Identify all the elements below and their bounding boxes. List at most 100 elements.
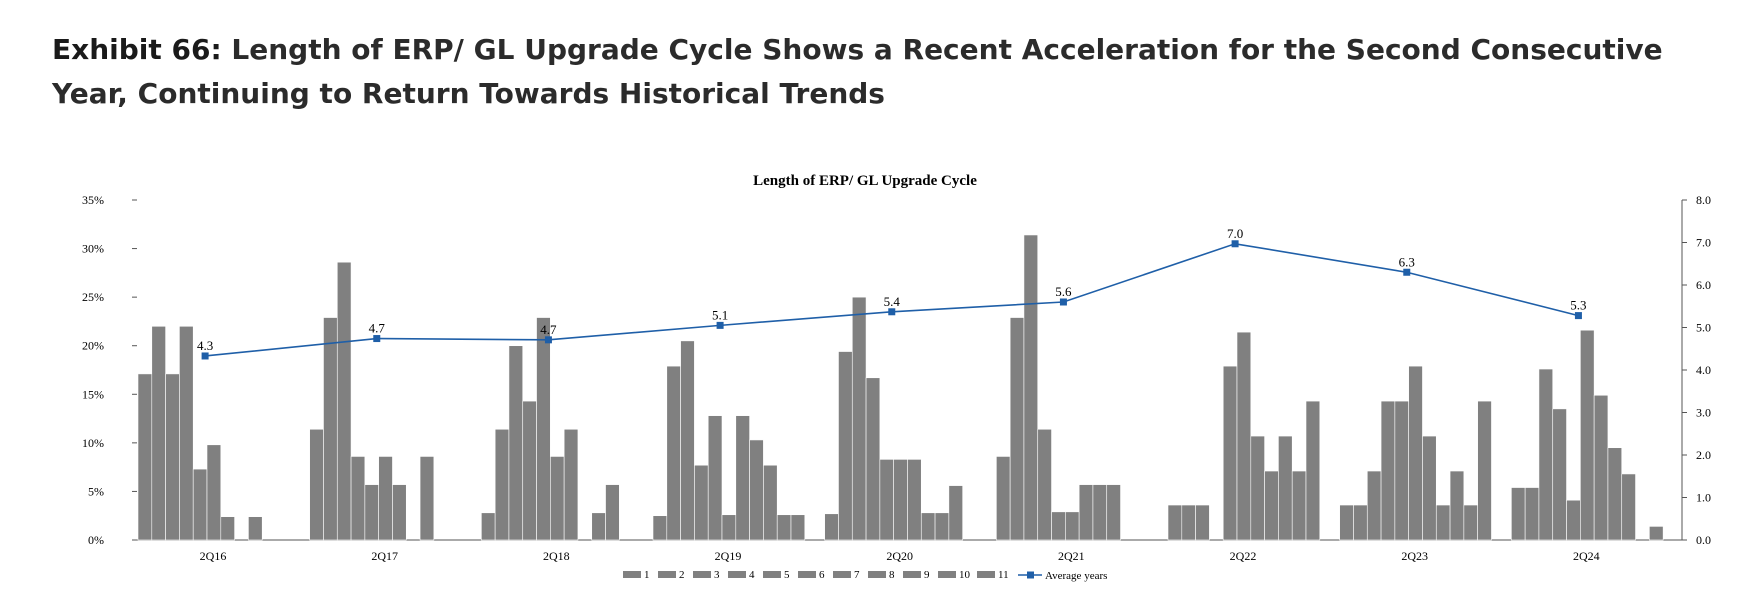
average-years-marker <box>201 352 209 360</box>
bar-series-6 <box>550 456 565 541</box>
bar-series-4 <box>865 377 881 541</box>
bar-series-11 <box>1477 400 1492 541</box>
bar-series-3 <box>1366 470 1382 541</box>
average-years-data-label: 5.1 <box>712 307 728 322</box>
bar-series-2 <box>323 317 338 541</box>
legend-line-marker <box>1027 571 1034 579</box>
y-tick-label: 20% <box>82 339 104 353</box>
average-years-data-label: 5.3 <box>1570 298 1586 313</box>
bar-series-4 <box>1380 400 1396 541</box>
bar-series-3 <box>336 261 352 541</box>
bar-series-10 <box>1463 504 1478 541</box>
bar-series-8 <box>1607 447 1623 541</box>
y-tick-label: 15% <box>82 387 104 401</box>
bar-series-9 <box>1106 484 1121 541</box>
average-years-marker <box>1231 240 1239 248</box>
bar-series-4 <box>694 464 709 541</box>
bar-series-3 <box>680 340 695 541</box>
y2-tick-label: 8.0 <box>1696 193 1711 207</box>
bar-series-8 <box>920 512 936 541</box>
average-years-data-label: 5.4 <box>884 294 901 309</box>
bar-series-11 <box>1305 400 1321 541</box>
bar-series-9 <box>248 516 263 541</box>
average-years-data-label: 4.3 <box>197 338 213 353</box>
bar-series-5 <box>1394 400 1409 541</box>
bar-series-1 <box>481 512 496 541</box>
legend-swatch-2 <box>658 571 676 578</box>
bar-series-6 <box>1236 331 1252 541</box>
bar-series-7 <box>563 428 579 541</box>
bar-series-1 <box>652 515 668 541</box>
bar-series-2 <box>1009 317 1025 541</box>
bar-series-5 <box>707 415 723 541</box>
y-tick-label: 0% <box>88 533 104 547</box>
average-line-layer: 4.3 4.7 4.7 5.1 5.4 5.6 7.0 6.3 5.3 <box>197 226 1587 360</box>
legend-swatch-9 <box>903 571 921 578</box>
average-years-marker <box>544 336 552 344</box>
bar-series-7 <box>220 516 235 541</box>
legend-label: 6 <box>819 569 825 581</box>
y2-tick-label: 4.0 <box>1696 363 1711 377</box>
x-tick-label: 2Q23 <box>1401 549 1428 563</box>
legend-label: 4 <box>749 569 755 581</box>
y2-tick-label: 1.0 <box>1696 491 1711 505</box>
bar-series-11 <box>1649 526 1664 541</box>
y-tick-label: 30% <box>82 242 104 256</box>
legend-label: 1 <box>644 569 650 581</box>
chart-title: Length of ERP/ GL Upgrade Cycle <box>753 173 977 189</box>
legend-swatch-1 <box>623 571 641 578</box>
bar-series-10 <box>776 514 792 541</box>
bar-series-6 <box>378 456 393 541</box>
legend-label: 11 <box>998 569 1009 581</box>
bar-series-7 <box>1250 435 1265 541</box>
legend-label: 10 <box>959 569 971 581</box>
bar-series-7 <box>1593 394 1609 541</box>
bar-series-6 <box>721 514 737 541</box>
legend-swatch-3 <box>693 571 711 578</box>
bars-layer <box>137 234 1664 541</box>
bar-series-5 <box>1566 499 1581 541</box>
x-tick-label: 2Q21 <box>1058 549 1085 563</box>
bar-series-5 <box>364 484 379 541</box>
bar-series-1 <box>996 456 1011 541</box>
bar-series-1 <box>1511 487 1526 541</box>
bar-series-5 <box>879 459 894 541</box>
legend-label-average-years: Average years <box>1045 570 1107 582</box>
average-years-marker <box>716 321 724 329</box>
bar-series-3 <box>1195 504 1210 541</box>
bar-series-7 <box>392 484 407 541</box>
legend-label: 3 <box>714 569 720 581</box>
bar-series-3 <box>1538 368 1554 541</box>
bar-series-4 <box>1552 408 1567 541</box>
bar-series-7 <box>1422 435 1437 541</box>
legend-swatch-6 <box>798 571 816 578</box>
bar-series-9 <box>1449 470 1465 541</box>
bar-series-3 <box>508 345 524 541</box>
legend-swatch-5 <box>763 571 781 578</box>
bar-series-2 <box>494 428 510 541</box>
bar-series-6 <box>1580 329 1595 541</box>
legend-label: 5 <box>784 569 790 581</box>
legend-label: 7 <box>854 569 860 581</box>
average-years-data-label: 6.3 <box>1399 254 1415 269</box>
x-tick-label: 2Q16 <box>200 549 227 563</box>
bar-series-9 <box>1621 473 1636 541</box>
bar-series-6 <box>1408 365 1423 541</box>
bar-series-8 <box>1092 484 1108 541</box>
bar-series-3 <box>1023 234 1039 541</box>
bar-series-4 <box>179 325 194 541</box>
x-tick-label: 2Q22 <box>1230 549 1257 563</box>
bar-series-1 <box>137 373 153 541</box>
bar-series-1 <box>1167 504 1183 541</box>
y2-tick-label: 6.0 <box>1696 278 1711 292</box>
bar-series-6 <box>893 459 908 541</box>
average-years-marker <box>1403 268 1411 276</box>
bar-series-4 <box>522 400 537 541</box>
bar-series-2 <box>1524 487 1540 541</box>
legend-swatch-7 <box>833 571 851 578</box>
legend-swatch-4 <box>728 571 746 578</box>
bar-series-10 <box>1291 470 1307 541</box>
bar-series-9 <box>763 464 778 541</box>
bar-series-9 <box>419 456 435 541</box>
bar-series-9 <box>1278 435 1293 541</box>
